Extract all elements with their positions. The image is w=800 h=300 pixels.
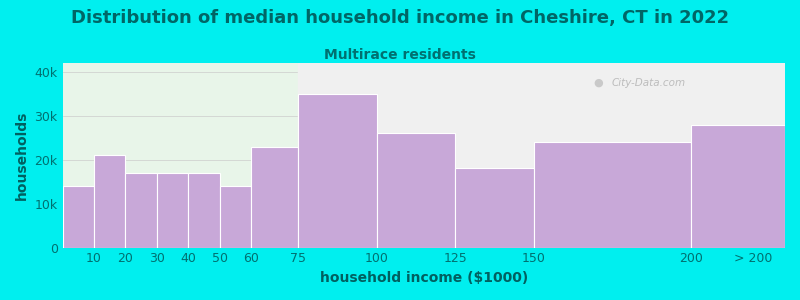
Y-axis label: households: households: [15, 111, 29, 200]
Text: ●: ●: [594, 78, 603, 88]
Bar: [251, 146, 298, 248]
Bar: [126, 173, 157, 248]
Bar: [455, 169, 534, 248]
Text: City-Data.com: City-Data.com: [612, 78, 686, 88]
Bar: [298, 94, 377, 248]
Bar: [219, 186, 251, 248]
Bar: [157, 173, 188, 248]
Text: Distribution of median household income in Cheshire, CT in 2022: Distribution of median household income …: [71, 9, 729, 27]
Bar: [62, 186, 94, 248]
Bar: [298, 63, 785, 248]
Bar: [188, 173, 219, 248]
Bar: [94, 155, 126, 248]
Bar: [534, 142, 690, 248]
X-axis label: household income ($1000): household income ($1000): [320, 271, 528, 285]
Bar: [690, 124, 785, 248]
Text: Multirace residents: Multirace residents: [324, 48, 476, 62]
Bar: [377, 133, 455, 247]
